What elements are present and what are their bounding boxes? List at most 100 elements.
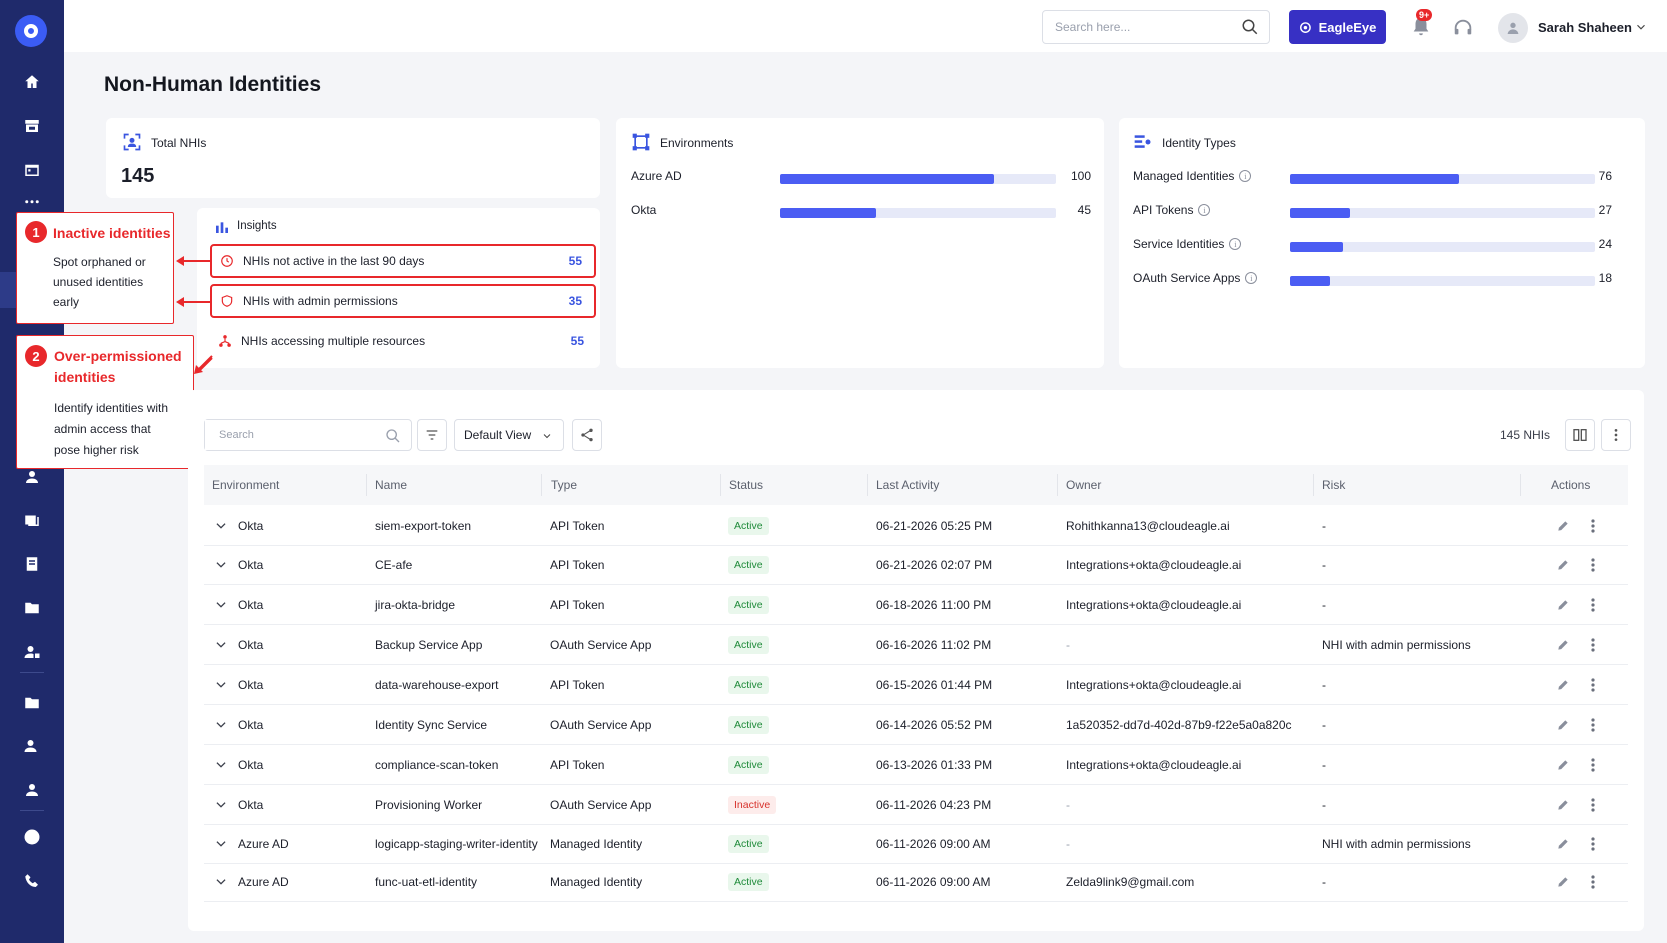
chevron-down-icon[interactable] — [214, 638, 228, 652]
column-header-status[interactable]: Status — [729, 478, 764, 492]
document-icon[interactable] — [20, 552, 44, 576]
more-vertical-icon[interactable] — [1591, 558, 1595, 572]
more-vertical-icon[interactable] — [1591, 875, 1595, 889]
status-badge: Active — [728, 517, 769, 535]
table-row[interactable]: Okta CE-afe API Token 06-21-2026 02:07 PM In… — [204, 545, 1628, 585]
chevron-down-icon[interactable] — [214, 519, 228, 533]
insight-multi-resource[interactable]: NHIs accessing multiple resources 55 — [210, 324, 596, 358]
cell-name: logicapp-staging-writer-identity — [375, 837, 538, 851]
column-divider[interactable] — [366, 474, 367, 496]
avatar[interactable] — [1498, 13, 1528, 43]
edit-icon[interactable] — [1556, 798, 1570, 812]
view-select[interactable]: Default View — [454, 419, 564, 451]
chevron-down-icon[interactable] — [214, 875, 228, 889]
search-icon[interactable] — [1241, 18, 1259, 36]
edit-icon[interactable] — [1556, 837, 1570, 851]
chevron-down-icon[interactable] — [214, 798, 228, 812]
edit-icon[interactable] — [1556, 678, 1570, 692]
column-divider[interactable] — [1313, 474, 1314, 496]
column-divider[interactable] — [541, 474, 542, 496]
edit-icon[interactable] — [1556, 718, 1570, 732]
search-icon[interactable] — [385, 428, 401, 444]
more-vertical-icon[interactable] — [1591, 758, 1595, 772]
info-icon[interactable]: i — [1198, 204, 1211, 216]
edit-icon[interactable] — [1556, 598, 1570, 612]
column-header-type[interactable]: Type — [551, 478, 578, 492]
column-divider[interactable] — [867, 474, 868, 496]
info-icon[interactable]: i — [1245, 272, 1258, 284]
global-search[interactable] — [1042, 10, 1270, 44]
insight-admin[interactable]: NHIs with admin permissions 35 — [210, 284, 596, 318]
info-icon[interactable]: i — [1229, 238, 1242, 250]
more-vertical-icon[interactable] — [1591, 598, 1595, 612]
edit-icon[interactable] — [1556, 758, 1570, 772]
column-header-last-activity[interactable]: Last Activity — [876, 478, 940, 492]
chevron-down-icon[interactable] — [214, 718, 228, 732]
chevron-down-icon[interactable] — [214, 758, 228, 772]
insight-count[interactable]: 55 — [570, 334, 584, 348]
chevron-down-icon[interactable] — [214, 558, 228, 572]
info-icon[interactable]: i — [1239, 170, 1252, 182]
edit-icon[interactable] — [1556, 638, 1570, 652]
chevron-down-icon[interactable] — [1634, 20, 1648, 34]
table-row[interactable]: Okta data-warehouse-export API Token 06-15-… — [204, 665, 1628, 705]
table-row[interactable]: Azure AD logicapp-staging-writer-identity… — [204, 824, 1628, 864]
more-vertical-icon[interactable] — [1591, 519, 1595, 533]
column-divider[interactable] — [1057, 474, 1058, 496]
chevron-down-icon[interactable] — [214, 598, 228, 612]
profile-icon[interactable] — [20, 778, 44, 802]
users-icon[interactable] — [20, 465, 44, 489]
bar-label-text: Okta — [631, 203, 657, 217]
more-vertical-icon[interactable] — [1591, 678, 1595, 692]
support-icon[interactable] — [1452, 17, 1474, 39]
insight-count[interactable]: 55 — [568, 254, 582, 268]
edit-icon[interactable] — [1556, 875, 1570, 889]
table-row[interactable]: Azure AD func-uat-etl-identity Managed Ide… — [204, 862, 1628, 902]
filter-button[interactable] — [417, 419, 447, 451]
folder-user-icon[interactable] — [20, 691, 44, 715]
table-row[interactable]: Okta compliance-scan-token API Token 06-13-… — [204, 745, 1628, 785]
column-divider[interactable] — [720, 474, 721, 496]
more-vertical-icon[interactable] — [1591, 837, 1595, 851]
phone-icon[interactable] — [20, 869, 44, 893]
edit-icon[interactable] — [1556, 558, 1570, 572]
more-vertical-icon[interactable] — [1591, 718, 1595, 732]
search-folder-icon[interactable] — [20, 596, 44, 620]
columns-button[interactable] — [1565, 419, 1595, 451]
column-header-risk[interactable]: Risk — [1322, 478, 1346, 492]
global-search-input[interactable] — [1043, 11, 1223, 43]
help-icon[interactable] — [20, 825, 44, 849]
user-name[interactable]: Sarah Shaheen — [1538, 20, 1632, 35]
apps-icon[interactable] — [20, 195, 44, 219]
table-row[interactable]: Okta Identity Sync Service OAuth Service A… — [204, 705, 1628, 745]
calendar-icon[interactable] — [20, 158, 44, 182]
insight-inactive[interactable]: NHIs not active in the last 90 days 55 — [210, 244, 596, 278]
table-search[interactable] — [204, 419, 412, 451]
insight-count[interactable]: 35 — [568, 294, 582, 308]
app-logo[interactable] — [15, 15, 47, 47]
chevron-down-icon[interactable] — [214, 837, 228, 851]
table-row[interactable]: Okta siem-export-token API Token 06-21-2026… — [204, 506, 1628, 546]
cards-icon[interactable] — [20, 508, 44, 532]
eagleeye-button[interactable]: EagleEye — [1289, 10, 1386, 44]
home-icon[interactable] — [20, 70, 44, 94]
column-header-environment[interactable]: Environment — [212, 478, 280, 492]
user-settings-icon[interactable] — [20, 640, 44, 664]
user-badge-icon[interactable] — [20, 734, 44, 758]
column-divider[interactable] — [1520, 474, 1521, 496]
more-vertical-icon[interactable] — [1591, 638, 1595, 652]
table-search-input[interactable] — [205, 420, 375, 450]
store-icon[interactable] — [20, 114, 44, 138]
column-header-owner[interactable]: Owner — [1066, 478, 1102, 492]
bar-track — [1290, 276, 1595, 286]
share-button[interactable] — [572, 419, 602, 451]
column-header-name[interactable]: Name — [375, 478, 408, 492]
table-row[interactable]: Okta jira-okta-bridge API Token 06-18-2026 … — [204, 585, 1628, 625]
table-row[interactable]: Okta Backup Service App OAuth Service App 0… — [204, 625, 1628, 665]
bell-icon[interactable] — [1410, 14, 1432, 38]
more-vertical-icon[interactable] — [1591, 798, 1595, 812]
table-row[interactable]: Okta Provisioning Worker OAuth Service App… — [204, 785, 1628, 825]
edit-icon[interactable] — [1556, 519, 1570, 533]
chevron-down-icon[interactable] — [214, 678, 228, 692]
more-options-button[interactable] — [1601, 419, 1631, 451]
